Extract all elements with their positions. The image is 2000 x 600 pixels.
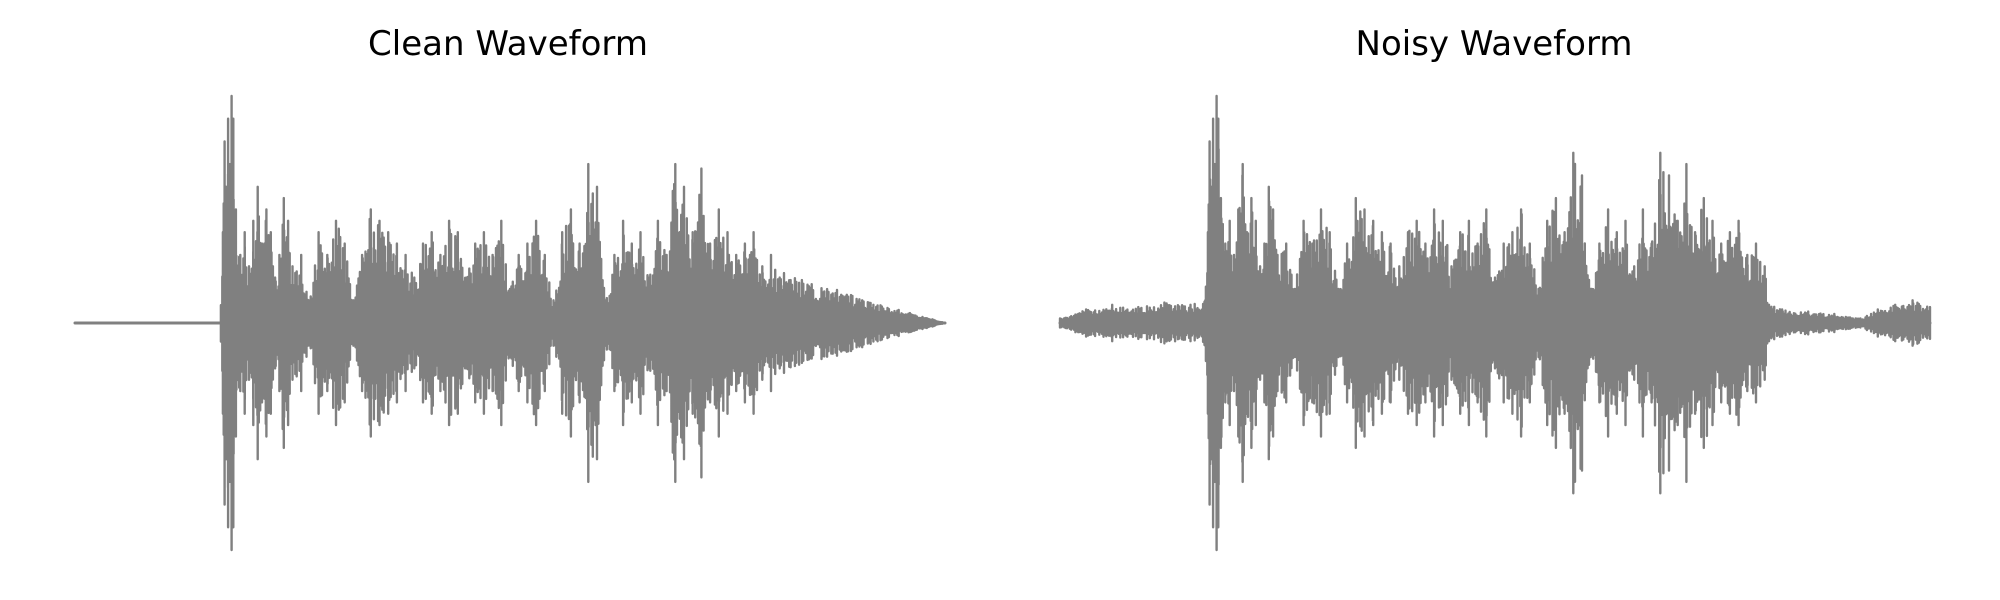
waveform-series-line — [219, 94, 945, 552]
noisy-waveform-title: Noisy Waveform — [1355, 24, 1633, 64]
clean-waveform-lines — [73, 94, 947, 552]
waveform-series-line — [1058, 94, 1932, 552]
clean-waveform-panel: Clean Waveform — [73, 24, 947, 552]
clean-waveform-plot — [73, 94, 947, 552]
noisy-waveform-lines — [1058, 94, 1932, 552]
clean-waveform-title: Clean Waveform — [368, 24, 648, 64]
noisy-waveform-panel: Noisy Waveform — [1000, 0, 2000, 600]
noisy-waveform-plot — [1058, 94, 1932, 552]
